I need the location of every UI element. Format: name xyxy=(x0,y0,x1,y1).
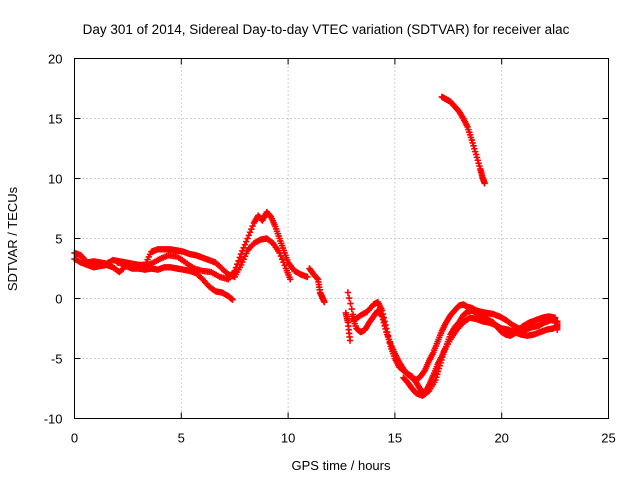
axis-ticks xyxy=(74,58,609,419)
x-tick-label: 10 xyxy=(281,431,295,446)
data-point xyxy=(554,322,561,330)
data-point xyxy=(235,257,242,265)
x-tick-label: 0 xyxy=(71,431,78,446)
data-point xyxy=(245,232,252,239)
series-trace-c xyxy=(114,208,311,283)
x-tick-labels: 0 5 10 15 20 25 xyxy=(71,431,616,446)
data-point xyxy=(248,225,255,233)
data-point xyxy=(380,319,387,326)
y-tick-label: -10 xyxy=(44,412,63,427)
data-point xyxy=(249,222,256,230)
data-point xyxy=(234,260,241,268)
y-tick-label: 20 xyxy=(48,52,62,67)
data-point xyxy=(481,180,488,187)
x-tick-label: 25 xyxy=(601,431,615,446)
data-point xyxy=(378,313,386,320)
data-point xyxy=(378,312,385,319)
data-points xyxy=(71,93,561,399)
data-point xyxy=(345,294,353,302)
data-point xyxy=(344,289,352,296)
data-point xyxy=(236,254,244,261)
data-point xyxy=(321,298,328,306)
data-point xyxy=(239,247,246,255)
x-tick-label: 15 xyxy=(388,431,402,446)
data-point xyxy=(287,276,294,283)
y-tick-label: 5 xyxy=(55,232,62,247)
data-point xyxy=(231,267,238,275)
y-tick-label: -5 xyxy=(51,352,63,367)
data-point xyxy=(313,275,321,282)
series-trace-b xyxy=(71,255,236,303)
data-point xyxy=(346,337,354,344)
data-point xyxy=(381,322,388,330)
y-tick-labels: -10 -5 0 5 10 15 20 xyxy=(44,52,63,427)
data-point xyxy=(237,250,245,258)
chart-title: Day 301 of 2014, Sidereal Day-to-day VTE… xyxy=(83,22,570,37)
y-tick-label: 0 xyxy=(55,292,62,307)
y-tick-label: 10 xyxy=(48,172,62,187)
series-trace-f xyxy=(400,314,561,399)
y-axis-label: SDTVAR / TECUs xyxy=(5,186,20,291)
data-point xyxy=(281,262,288,269)
x-tick-label: 20 xyxy=(494,431,508,446)
y-tick-label: 15 xyxy=(48,112,62,127)
data-point xyxy=(347,300,354,307)
data-point xyxy=(243,238,250,245)
gridlines xyxy=(74,58,609,419)
x-tick-label: 5 xyxy=(178,431,185,446)
data-point xyxy=(229,296,236,303)
data-point xyxy=(278,255,286,263)
data-point xyxy=(240,244,247,252)
data-point xyxy=(244,235,251,242)
data-point xyxy=(379,316,387,323)
data-point xyxy=(348,305,355,313)
series-trace-g xyxy=(438,93,488,187)
data-point xyxy=(232,264,240,271)
data-point xyxy=(241,241,249,248)
x-axis-label: GPS time / hours xyxy=(292,458,391,473)
series-trace-e xyxy=(348,301,561,384)
data-point xyxy=(246,229,254,236)
data-point xyxy=(304,273,311,281)
data-point xyxy=(382,325,389,333)
